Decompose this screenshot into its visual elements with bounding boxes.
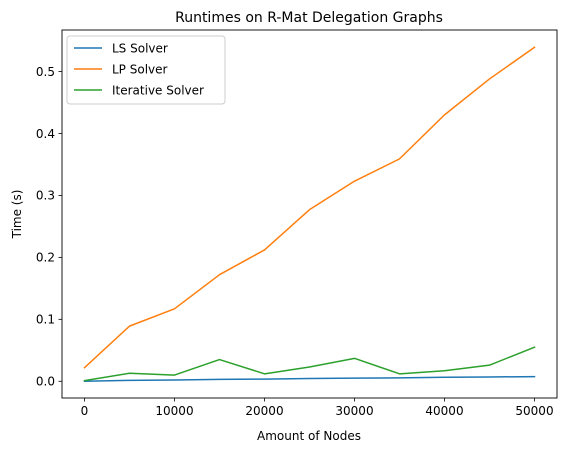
y-axis-label: Time (s) bbox=[10, 190, 24, 240]
series-line-ls-solver bbox=[83, 375, 536, 383]
chart-title: Runtimes on R-Mat Delegation Graphs bbox=[175, 10, 443, 26]
series-line-lp-solver bbox=[83, 46, 536, 369]
plot-lines bbox=[83, 46, 536, 383]
legend-label-iterative-solver: Iterative Solver bbox=[112, 83, 204, 97]
y-tick-label: 0.4 bbox=[36, 127, 55, 141]
legend-label-ls-solver: LS Solver bbox=[112, 41, 168, 55]
plot-frame bbox=[61, 29, 558, 399]
y-tick-label: 0.5 bbox=[36, 65, 55, 79]
x-tick-label: 50000 bbox=[515, 404, 553, 418]
x-tick-label: 20000 bbox=[245, 404, 283, 418]
x-axis: 0 10000 20000 30000 40000 50000 bbox=[81, 398, 554, 418]
x-axis-label: Amount of Nodes bbox=[257, 429, 361, 443]
y-axis: 0.0 0.1 0.2 0.3 0.4 0.5 bbox=[36, 65, 62, 389]
x-tick-label: 0 bbox=[81, 404, 89, 418]
y-tick-label: 0.3 bbox=[36, 189, 55, 203]
legend-frame bbox=[66, 35, 226, 105]
y-tick-label: 0.1 bbox=[36, 313, 55, 327]
x-tick-label: 10000 bbox=[155, 404, 193, 418]
y-tick-label: 0.2 bbox=[36, 251, 55, 265]
x-tick-label: 40000 bbox=[425, 404, 463, 418]
y-tick-label: 0.0 bbox=[36, 375, 55, 389]
legend: LS Solver LP Solver Iterative Solver bbox=[66, 35, 226, 105]
legend-label-lp-solver: LP Solver bbox=[112, 62, 168, 76]
x-tick-label: 30000 bbox=[335, 404, 373, 418]
series-line-iterative-solver bbox=[83, 346, 536, 382]
